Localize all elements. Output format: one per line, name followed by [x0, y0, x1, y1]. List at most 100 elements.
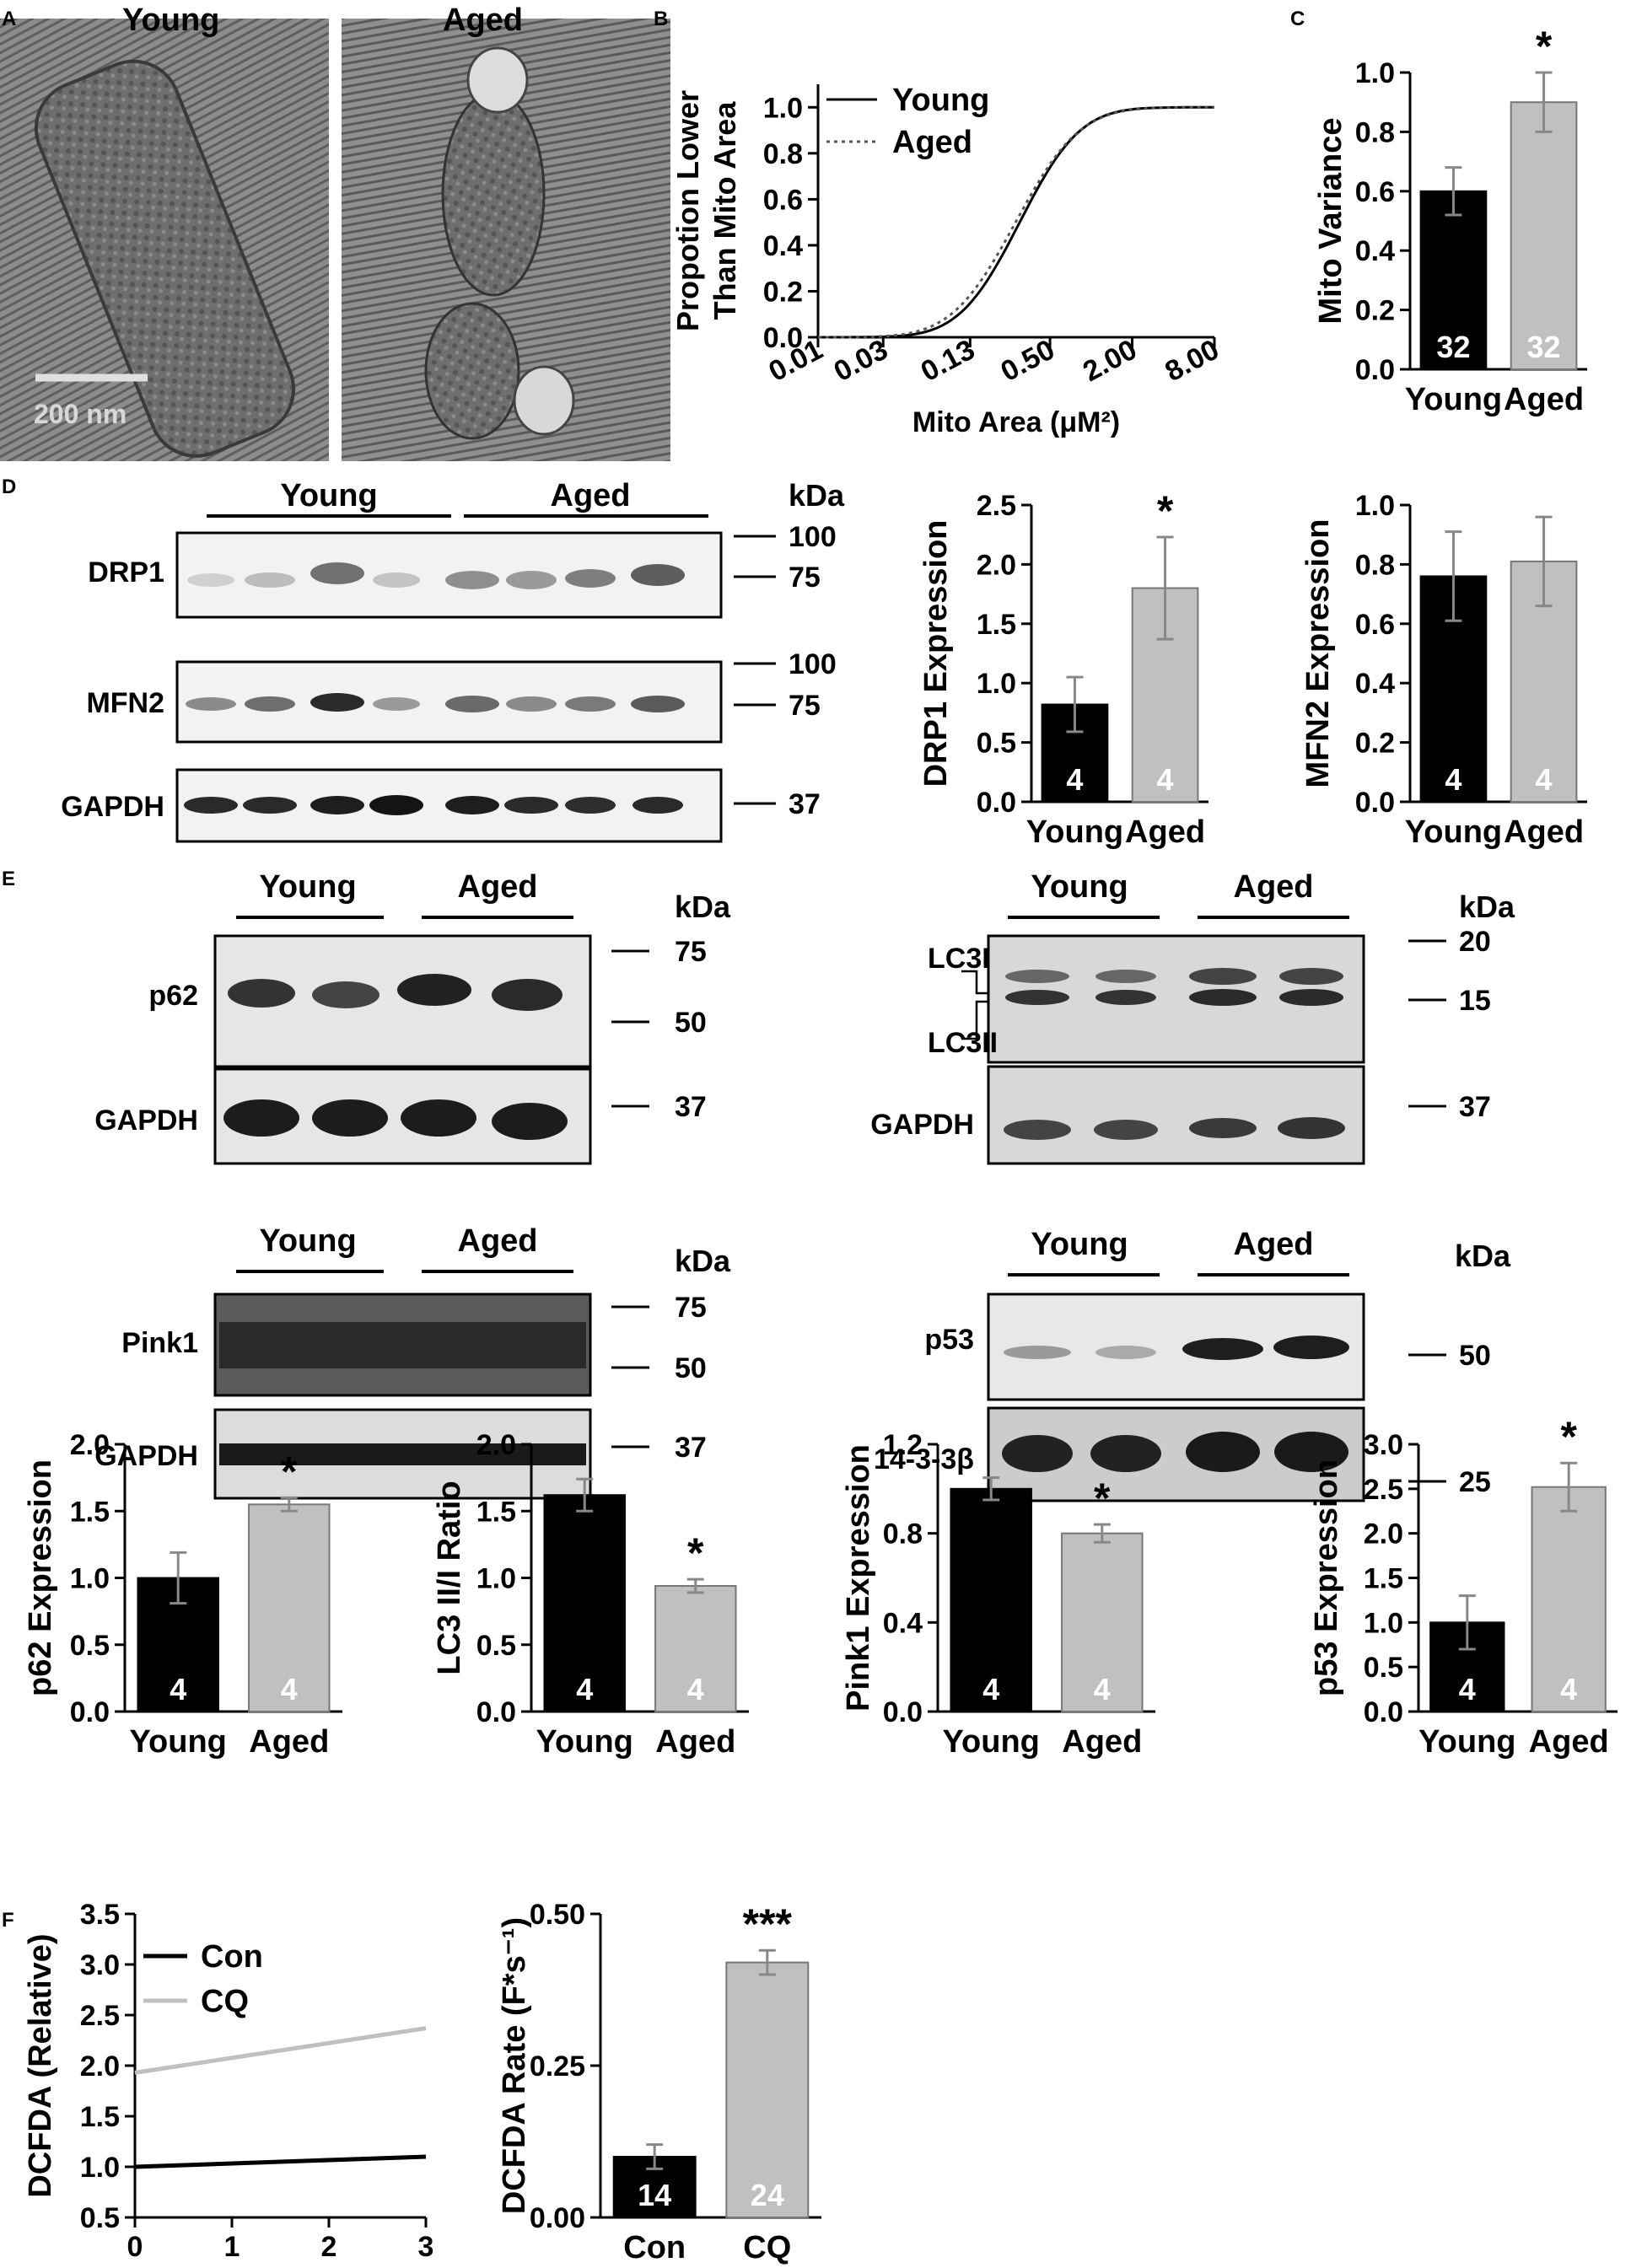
- bar-aged: [1131, 587, 1199, 803]
- y-tick-label: 1.5: [476, 1496, 516, 1528]
- chart-mito-variance: 0.0 0.2 0.4 0.6 0.8 1.0 32 Young 32 * Aged Mito Var…: [1313, 23, 1587, 417]
- chart-p53-expression: 0.0 0.5 1.0 1.5 2.0 2.5 3.0 4 Young 4 * Aged p53 Exp…: [1309, 1413, 1618, 1760]
- y-axis-label: DCFDA Rate (F*s⁻¹): [497, 1917, 532, 2214]
- y-tick-label: 1.5: [70, 1496, 110, 1528]
- x-tick-label: CQ: [743, 2230, 791, 2265]
- marker-15: 15: [1459, 985, 1491, 1017]
- y-tick-label: 0.8: [883, 1518, 923, 1551]
- x-tick-label: Young: [1405, 814, 1502, 850]
- panel-label-b: B: [654, 8, 668, 30]
- bands-mfn2: [186, 693, 685, 712]
- x-tick-label: Young: [536, 1724, 633, 1760]
- group-label-young: Young: [280, 478, 377, 513]
- marker-75: 75: [675, 1292, 707, 1324]
- chart-pink1-expression: 0.0 0.4 0.8 1.2 4 Young 4 * Aged Pink1 Expression: [841, 1429, 1155, 1760]
- group-label-young: Young: [259, 1223, 356, 1259]
- blot-p53: Young Aged kDa p53 50 14-3-3β 25: [874, 1227, 1511, 1502]
- kda-header: kDa: [1459, 889, 1515, 924]
- y-tick-label: 0.4: [1355, 235, 1395, 267]
- n-label: 4: [1536, 762, 1553, 797]
- bands-drp1: [187, 562, 685, 589]
- n-label: 32: [1436, 330, 1470, 364]
- n-label: 4: [1560, 1672, 1577, 1706]
- y-tick-label: 0.25: [530, 2050, 585, 2083]
- y-tick-label: 2.5: [977, 490, 1016, 522]
- y-tick-label: 0.2: [1355, 728, 1395, 760]
- marker-50: 50: [675, 1007, 707, 1039]
- vacuole-2: [513, 365, 575, 436]
- chart-mfn2-expression: 0.0 0.2 0.4 0.6 0.8 1.0 4 Young 4 Aged MFN2 Expres…: [1300, 490, 1587, 850]
- y-tick-label: 1.0: [1364, 1607, 1403, 1639]
- marker-20: 20: [1459, 926, 1491, 958]
- n-label: 4: [281, 1672, 298, 1706]
- y-tick-label: 1.5: [80, 2101, 120, 2133]
- y-tick-label: 1.0: [1355, 57, 1395, 89]
- y-tick-label: 0.0: [1364, 1696, 1403, 1728]
- n-label: 4: [1066, 762, 1083, 797]
- y-tick-label: 1.0: [977, 668, 1016, 700]
- panel-label-c: C: [1290, 8, 1305, 30]
- blot-label-gapdh: GAPDH: [94, 1440, 198, 1472]
- x-tick-label: Young: [943, 1724, 1040, 1760]
- chart-p62-expression: 0.0 0.5 1.0 1.5 2.0 4 Young 4 * Aged p62 Expressio…: [23, 1429, 342, 1760]
- x-tick-label: Aged: [1529, 1724, 1609, 1760]
- panel-label-a: A: [2, 8, 16, 30]
- bar-aged: [1531, 1486, 1607, 1712]
- blot-pink1: Young Aged kDa Pink1 75 50 GAPDH 37: [94, 1223, 731, 1500]
- blot-label-p53: p53: [924, 1324, 974, 1356]
- marker-75: 75: [789, 690, 821, 722]
- marker-37: 37: [1459, 1091, 1491, 1123]
- panel-label-e: E: [2, 868, 15, 890]
- x-tick-label: 3: [418, 2231, 434, 2263]
- marker-75: 75: [789, 562, 821, 594]
- y-tick-label: 1.2: [883, 1429, 923, 1461]
- blot-label-p62: p62: [148, 980, 198, 1012]
- x-axis-label: Time (min): [204, 2265, 357, 2268]
- micrograph-title-young: Young: [122, 3, 219, 38]
- y-tick-label: 0.8: [1355, 549, 1395, 581]
- y-tick-label: 0.2: [763, 276, 803, 308]
- blot-label-mfn2: MFN2: [86, 687, 164, 719]
- marker-37: 37: [675, 1091, 707, 1123]
- kda-header: kDa: [675, 1244, 731, 1278]
- y-tick-label: 2.0: [476, 1429, 516, 1461]
- legend-label: Young: [892, 83, 989, 118]
- blot-label-drp1: DRP1: [88, 556, 164, 588]
- chart-lc3-ratio: 0.0 0.5 1.0 1.5 2.0 4 Young 4 * Aged LC3 II/I Rati…: [432, 1429, 749, 1760]
- n-label: 14: [638, 2178, 671, 2212]
- series-line-young: [818, 105, 1214, 339]
- band-label-lc3i: LC3I: [928, 943, 990, 975]
- significance-marker: ***: [743, 1900, 793, 1948]
- y-tick-label: 1.5: [1364, 1563, 1403, 1595]
- marker-50: 50: [1459, 1340, 1491, 1372]
- y-axis-label: Than Mito Area: [708, 101, 742, 320]
- group-label-young: Young: [1031, 869, 1128, 905]
- y-tick-label: 3.0: [1364, 1429, 1403, 1461]
- marker-50: 50: [675, 1352, 707, 1384]
- y-tick-label: 3.5: [80, 1899, 120, 1931]
- significance-marker: *: [1560, 1413, 1577, 1460]
- blot-label-gapdh: GAPDH: [94, 1104, 198, 1137]
- blot-label-gapdh: GAPDH: [870, 1109, 974, 1141]
- n-label: 32: [1527, 330, 1561, 364]
- y-axis-label: MFN2 Expression: [1300, 519, 1336, 788]
- y-tick-label: 0.0: [763, 322, 803, 354]
- x-tick-label: Young: [130, 1724, 227, 1760]
- x-tick-label: 2: [321, 2231, 337, 2263]
- y-axis-label: DRP1 Expression: [918, 520, 954, 787]
- y-tick-label: 0.8: [763, 138, 803, 170]
- significance-marker: *: [1157, 487, 1174, 535]
- y-tick-label: 0.8: [1355, 116, 1395, 148]
- vacuole-1: [466, 46, 529, 114]
- significance-marker: *: [1094, 1475, 1111, 1522]
- marker-75: 75: [675, 936, 707, 968]
- band-label-lc3ii: LC3II: [928, 1027, 998, 1059]
- y-tick-label: 2.0: [70, 1429, 110, 1461]
- blot-lc3: Young Aged kDa LC3I LC3II 20 15 GAPDH 37: [870, 869, 1515, 1165]
- y-tick-label: 0.00: [530, 2202, 585, 2234]
- bar-aged: [1510, 101, 1578, 370]
- bar-aged: [1061, 1532, 1144, 1712]
- chart-drp1-expression: 0.0 0.5 1.0 1.5 2.0 2.5 4 Young 4 * Aged DRP1 Expre…: [918, 487, 1208, 850]
- n-label: 4: [576, 1672, 593, 1706]
- mitochondrion-young: [34, 59, 296, 458]
